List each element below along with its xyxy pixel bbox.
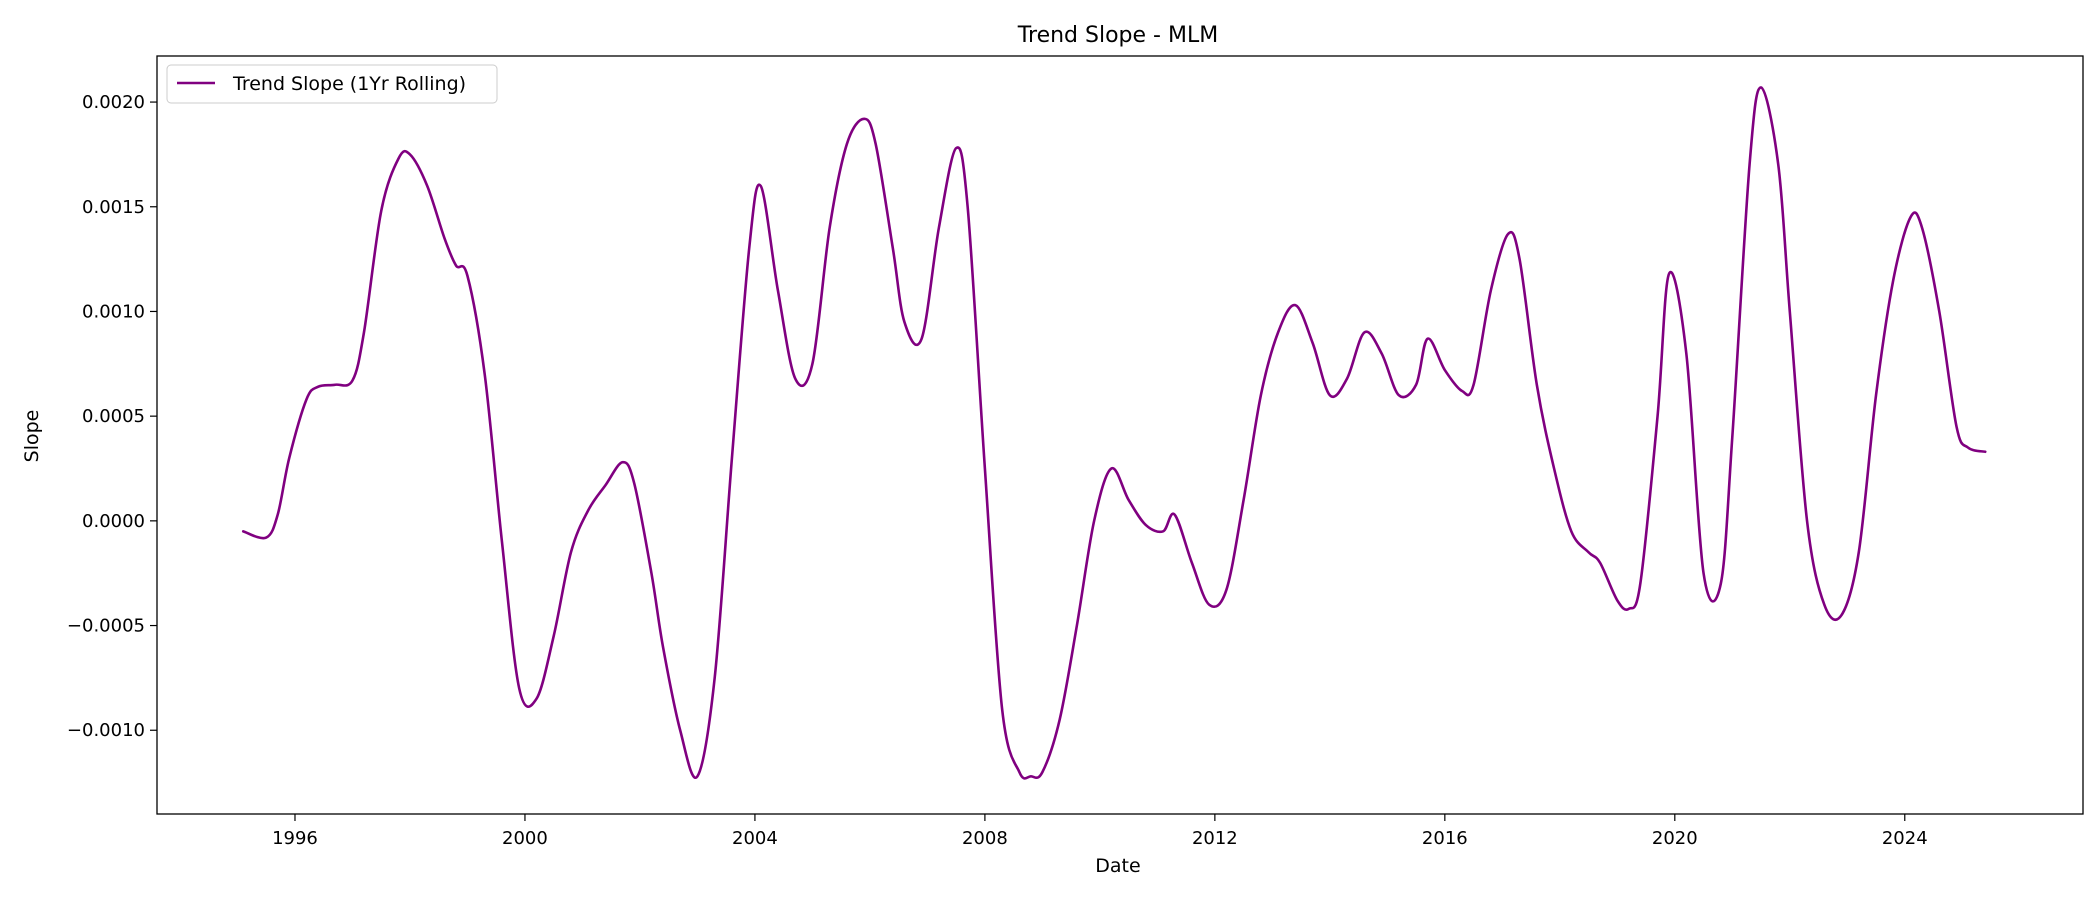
x-tick-label: 2000 [502,828,548,849]
legend-box [166,64,498,104]
y-tick-label: 0.0020 [82,92,145,113]
x-tick-label: 2004 [732,828,778,849]
x-tick-label: 1996 [272,828,318,849]
legend-entry-label: Trend Slope (1Yr Rolling) [232,73,466,95]
y-axis-label: Slope [21,410,43,463]
x-tick-label: 2012 [1192,828,1238,849]
series-layer [241,86,1987,780]
x-tick-label: 2016 [1422,828,1468,849]
chart-title: Trend Slope - MLM [1017,23,1218,48]
x-tick-label: 2024 [1882,828,1928,849]
y-tick-label: 0.0005 [82,406,145,427]
plot-frame [156,55,2084,815]
y-tick-label: −0.0005 [67,616,145,637]
x-tick-label: 2020 [1652,828,1698,849]
y-tick-label: −0.0010 [67,720,145,741]
y-tick-label: 0.0000 [82,511,145,532]
legend: Trend Slope (1Yr Rolling) [166,64,498,104]
x-tick-label: 2008 [962,828,1008,849]
series-line-trend-slope [241,86,1987,780]
ticks-layer: 1996 2000 2004 2008 2012 2016 2020 2024 −0.0010 −… [67,92,1928,849]
x-axis-label: Date [1095,855,1140,877]
y-tick-label: 0.0010 [82,301,145,322]
y-tick-label: 0.0015 [82,197,145,218]
